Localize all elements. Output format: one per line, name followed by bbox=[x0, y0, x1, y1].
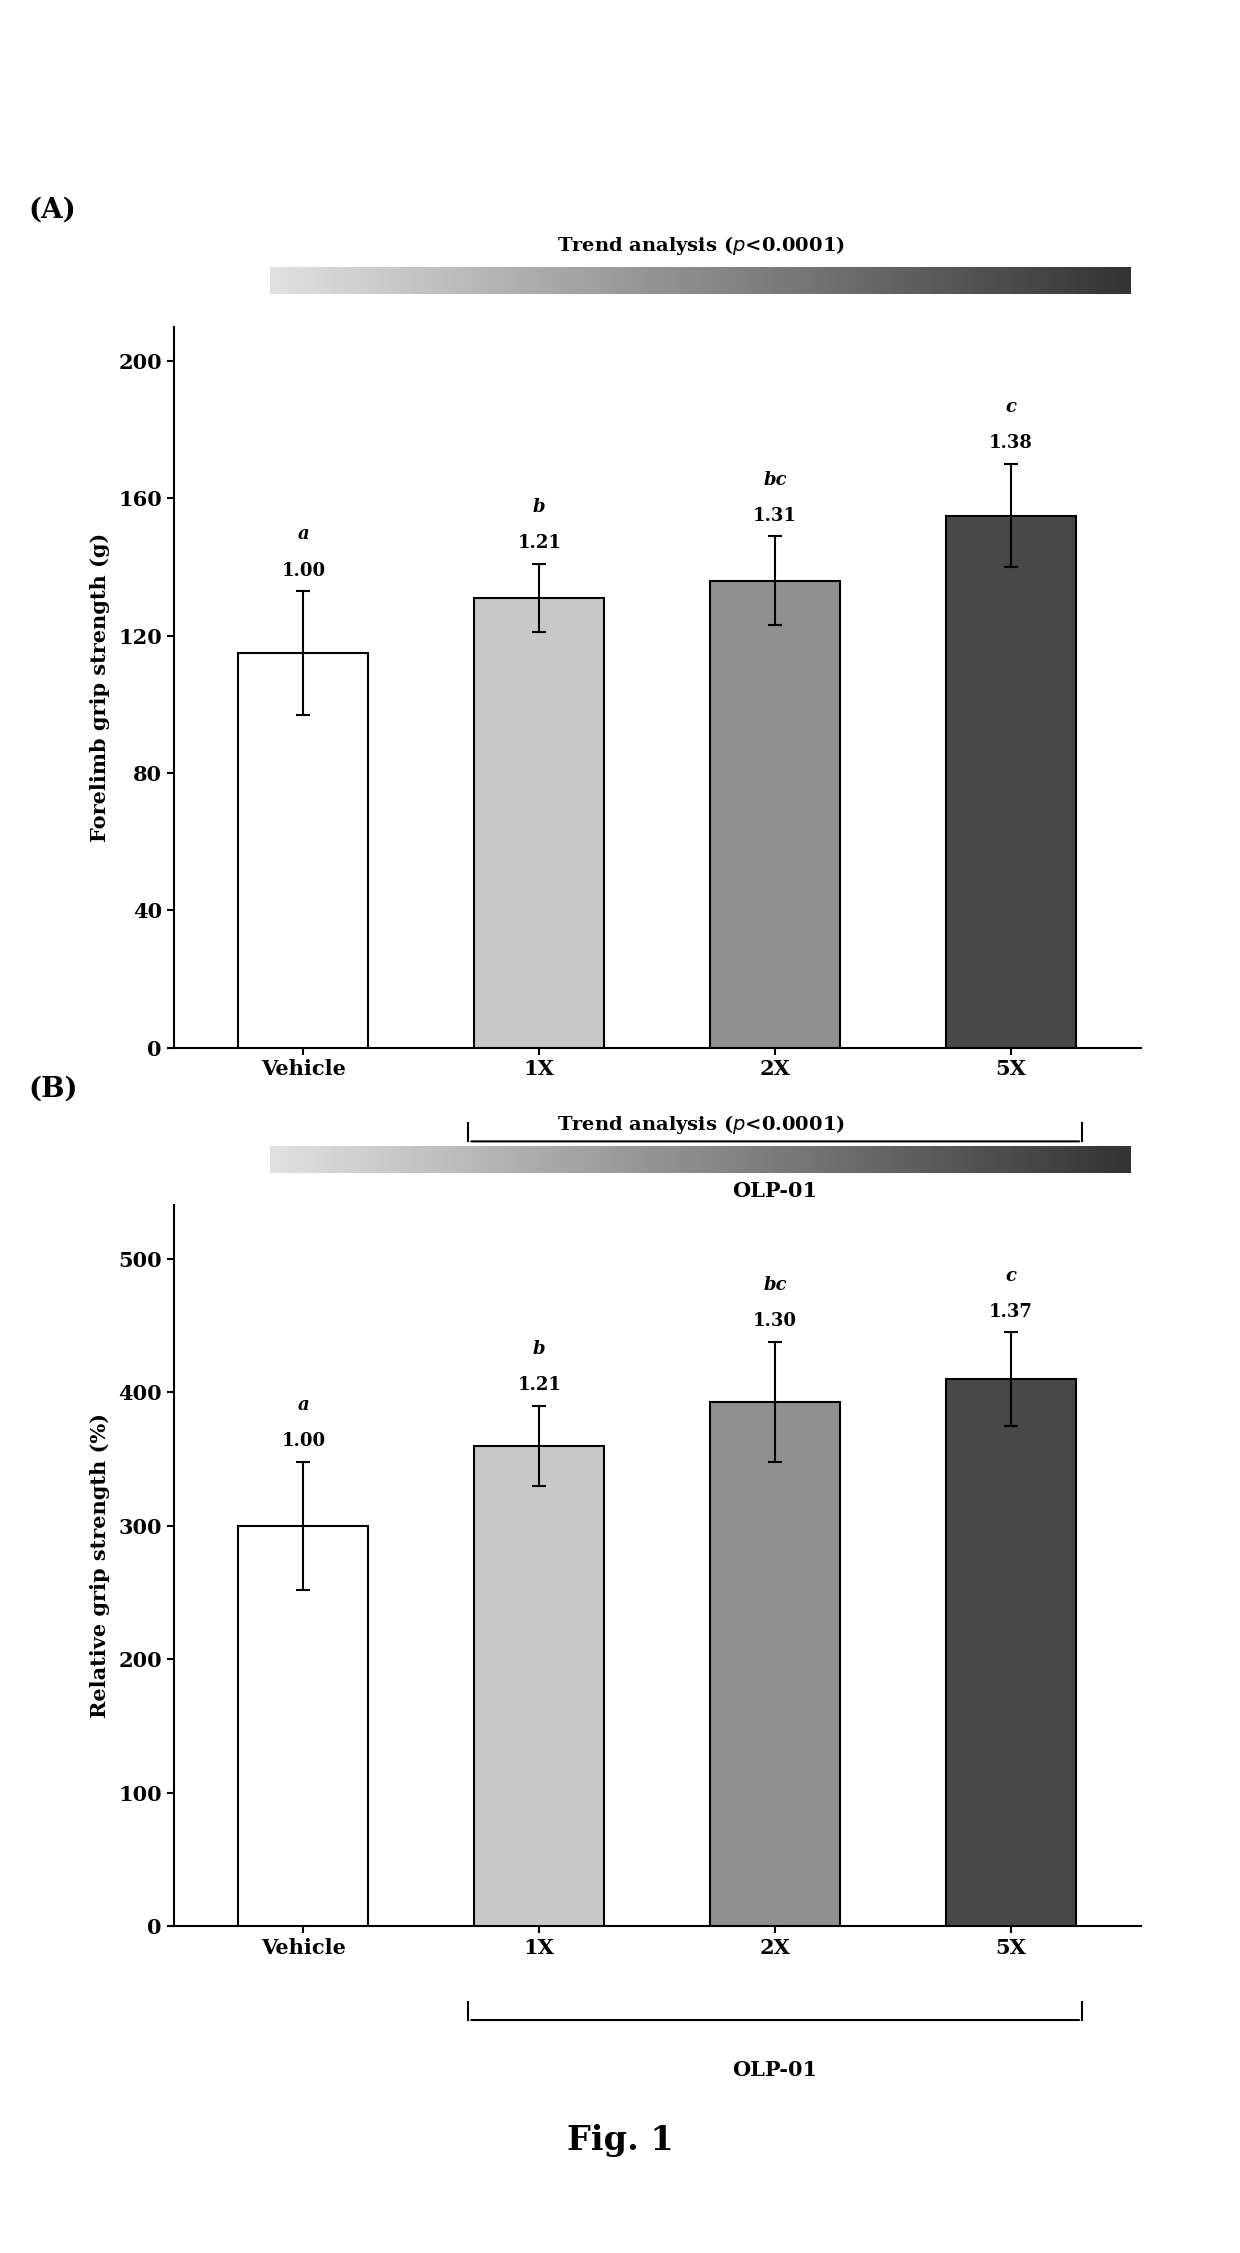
Text: 1.31: 1.31 bbox=[753, 507, 797, 525]
Bar bbox=[238, 1525, 368, 1926]
Text: OLP-01: OLP-01 bbox=[733, 2059, 817, 2080]
Bar bbox=[711, 581, 839, 1048]
Y-axis label: Relative grip strength (%): Relative grip strength (%) bbox=[89, 1413, 110, 1719]
Text: c: c bbox=[1006, 399, 1017, 417]
Bar bbox=[946, 1379, 1076, 1926]
Bar bbox=[475, 1446, 604, 1926]
Text: (A): (A) bbox=[29, 196, 77, 223]
Text: Trend analysis ($\it{p}$<0.0001): Trend analysis ($\it{p}$<0.0001) bbox=[557, 234, 844, 257]
Text: Fig. 1: Fig. 1 bbox=[567, 2125, 673, 2156]
Bar bbox=[946, 516, 1076, 1048]
Text: bc: bc bbox=[764, 1275, 787, 1293]
Text: c: c bbox=[1006, 1266, 1017, 1284]
Bar bbox=[475, 597, 604, 1048]
Text: a: a bbox=[298, 1397, 309, 1415]
Text: a: a bbox=[298, 525, 309, 543]
Bar bbox=[238, 653, 368, 1048]
Text: 1.21: 1.21 bbox=[517, 534, 562, 552]
Text: 1.21: 1.21 bbox=[517, 1377, 562, 1395]
Text: b: b bbox=[533, 1341, 546, 1359]
Text: Trend analysis ($\it{p}$<0.0001): Trend analysis ($\it{p}$<0.0001) bbox=[557, 1113, 844, 1136]
Text: OLP-01: OLP-01 bbox=[733, 1181, 817, 1201]
Text: (B): (B) bbox=[29, 1075, 78, 1102]
Text: bc: bc bbox=[764, 471, 787, 489]
Y-axis label: Forelimb grip strength (g): Forelimb grip strength (g) bbox=[89, 532, 109, 843]
Text: 1.00: 1.00 bbox=[281, 1433, 325, 1451]
Text: 1.00: 1.00 bbox=[281, 561, 325, 579]
Text: b: b bbox=[533, 498, 546, 516]
Bar bbox=[711, 1401, 839, 1926]
Text: 1.30: 1.30 bbox=[753, 1311, 797, 1329]
Text: 1.37: 1.37 bbox=[990, 1302, 1033, 1320]
Text: 1.38: 1.38 bbox=[990, 435, 1033, 453]
